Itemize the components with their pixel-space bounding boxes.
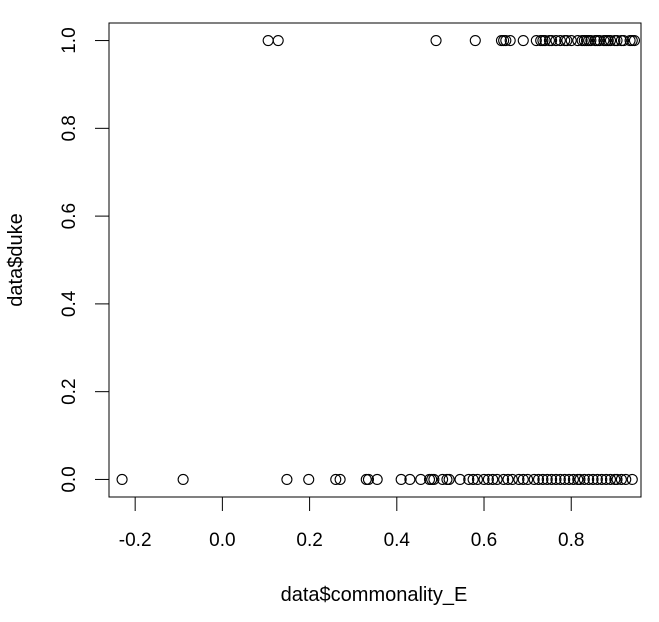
y-axis-title: data$duke	[5, 213, 27, 306]
scatter-point	[441, 473, 453, 485]
scatter-point	[628, 35, 641, 47]
scatter-point	[371, 473, 383, 485]
scatter-point	[546, 473, 558, 485]
scatter-point	[572, 35, 584, 47]
scatter-point	[618, 35, 630, 47]
scatter-point	[506, 473, 518, 485]
scatter-point	[604, 35, 617, 47]
scatter-point	[430, 35, 442, 47]
scatter-point	[517, 35, 529, 47]
scatter-point	[550, 473, 562, 485]
y-tick-label: 1.0	[59, 27, 80, 53]
scatter-point	[615, 473, 627, 485]
y-axis: 0.0 0.2 0.4 0.6 0.8 1.0	[59, 27, 110, 493]
scatter-point	[262, 35, 274, 47]
scatter-point	[626, 473, 638, 485]
x-tick-label: 0.6	[471, 530, 497, 551]
scatter-point	[443, 473, 455, 485]
scatter-point	[604, 473, 617, 485]
x-axis-title: data$commonality_E	[281, 584, 468, 606]
scatter-points	[116, 35, 641, 485]
x-tick-label: 0.2	[296, 530, 322, 551]
x-tick-label: 0.4	[384, 530, 411, 551]
scatter-point	[554, 35, 566, 47]
scatter-point	[611, 35, 623, 47]
scatter-point	[563, 473, 575, 485]
x-axis: -0.2 0.0 0.2 0.4 0.6 0.8	[119, 496, 584, 551]
scatter-point	[330, 473, 342, 485]
y-tick-label: 0.8	[59, 115, 80, 141]
scatter-point	[500, 35, 512, 47]
scatter-point	[585, 35, 597, 47]
scatter-point	[554, 473, 566, 485]
scatter-point	[600, 473, 612, 485]
scatter-point	[334, 473, 346, 485]
scatter-point	[491, 473, 503, 485]
scatter-point	[437, 473, 449, 485]
y-tick-label: 0.2	[59, 378, 80, 404]
scatter-point	[454, 473, 466, 485]
scatter-point	[478, 473, 490, 485]
scatter-point	[116, 473, 128, 485]
scatter-point	[467, 473, 479, 485]
scatter-point	[591, 473, 603, 485]
scatter-point	[303, 473, 315, 485]
scatter-point	[578, 473, 590, 485]
scatter-point	[426, 473, 438, 485]
scatter-point	[428, 473, 440, 485]
scatter-point	[587, 473, 599, 485]
y-tick-label: 0.4	[59, 290, 80, 317]
scatter-point	[360, 473, 372, 485]
scatter-point	[395, 473, 407, 485]
x-tick-label: -0.2	[119, 530, 152, 551]
scatter-point	[561, 35, 573, 47]
scatter-point	[469, 35, 481, 47]
scatter-point	[415, 473, 427, 485]
scatter-point	[281, 473, 293, 485]
scatter-point	[596, 473, 608, 485]
scatter-point	[611, 473, 623, 485]
scatter-point	[177, 473, 189, 485]
scatter-point	[532, 473, 545, 485]
x-tick-label: 0.0	[209, 530, 235, 551]
scatter-point	[546, 35, 558, 47]
scatter-point	[362, 473, 375, 485]
scatter-point	[541, 473, 553, 485]
scatter-point	[482, 473, 494, 485]
scatter-point	[565, 35, 577, 47]
scatter-point	[502, 473, 514, 485]
scatter-point	[528, 473, 540, 485]
scatter-point	[471, 473, 484, 485]
scatter-point	[537, 473, 549, 485]
scatter-point	[583, 473, 595, 485]
y-tick-label: 0.6	[59, 203, 80, 229]
scatter-point	[620, 473, 632, 485]
scatter-point	[574, 473, 586, 485]
scatter-point	[498, 473, 510, 485]
scatter-point	[559, 473, 571, 485]
scatter-point	[513, 473, 525, 485]
scatter-point	[463, 473, 475, 485]
plot-frame	[108, 22, 642, 498]
scatter-point	[539, 35, 551, 47]
scatter-point	[522, 473, 534, 485]
x-tick-label: 0.8	[558, 530, 584, 551]
scatter-point	[517, 473, 529, 485]
y-tick-label: 0.0	[59, 466, 80, 492]
scatter-point	[550, 35, 562, 47]
scatter-point	[530, 35, 542, 47]
scatter-point	[272, 35, 284, 47]
scatter-point	[594, 35, 606, 47]
scatter-point	[567, 473, 579, 485]
scatter-point	[487, 473, 499, 485]
scatter-point	[504, 35, 516, 47]
scatter-point	[404, 473, 416, 485]
